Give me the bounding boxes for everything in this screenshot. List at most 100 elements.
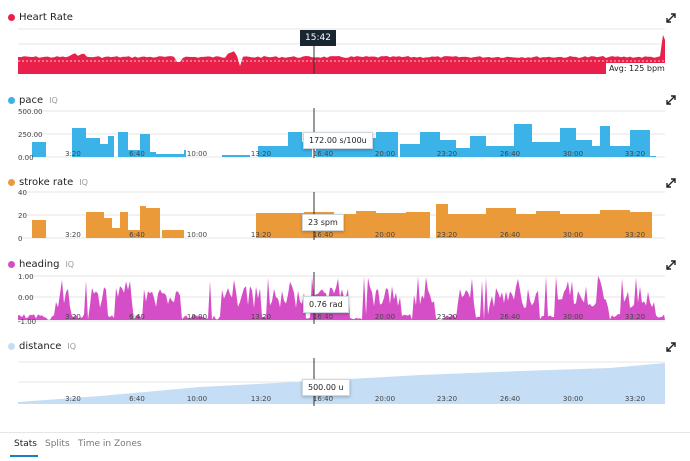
x-tick-label: 10:00 xyxy=(187,231,207,239)
pace-bar xyxy=(376,132,398,157)
expand-icon[interactable] xyxy=(666,178,676,188)
pace-legend-dot xyxy=(8,97,15,104)
stroke-rate-bar xyxy=(112,228,120,238)
x-tick-label: 20:00 xyxy=(375,150,395,158)
x-tick-label: 3:20 xyxy=(65,150,81,158)
x-tick-label: 6:40 xyxy=(129,150,145,158)
stroke-rate-bar xyxy=(436,204,448,238)
expand-icon[interactable] xyxy=(666,342,676,352)
bottom-tabs: Stats Splits Time in Zones xyxy=(0,432,690,461)
x-tick-label: 3:20 xyxy=(65,231,81,239)
stroke-rate-bar xyxy=(536,211,560,238)
y-tick-label: 0.00 xyxy=(18,294,34,302)
stroke-rate-bar xyxy=(104,218,112,238)
tab-splits[interactable]: Splits xyxy=(45,439,70,449)
stroke-rate-bar xyxy=(120,212,128,238)
pace-bar xyxy=(150,152,156,157)
x-tick-label: 26:40 xyxy=(500,150,520,158)
pace-tooltip: 172.00 s/100u xyxy=(303,132,373,149)
heart-rate-chart[interactable] xyxy=(0,0,690,88)
distance-iq-badge: IQ xyxy=(67,342,77,351)
stroke-rate-bar xyxy=(630,212,652,238)
y-tick-label: 250.00 xyxy=(18,131,43,139)
pace-bar xyxy=(600,126,610,157)
x-tick-label: 20:00 xyxy=(375,395,395,403)
stroke-rate-bar xyxy=(140,206,146,238)
y-tick-label: 40 xyxy=(18,189,27,197)
stroke-rate-bar xyxy=(162,230,184,238)
pace-bar xyxy=(440,140,456,157)
stroke-rate-panel: stroke rate IQ 40 20 0 3:20 6:40 10:00 13:20 16… xyxy=(0,170,690,254)
x-tick-label: 23:20 xyxy=(437,395,457,403)
x-tick-label: 13:20 xyxy=(251,395,271,403)
x-tick-label: 16:40 xyxy=(313,150,333,158)
stroke-rate-bar xyxy=(448,214,486,238)
heart-rate-title: Heart Rate xyxy=(8,12,73,23)
heading-title: heading IQ xyxy=(8,259,74,270)
stroke-rate-bar xyxy=(356,211,376,238)
pace-bar xyxy=(514,124,532,157)
x-tick-label: 33:20 xyxy=(625,231,645,239)
x-tick-label: 33:20 xyxy=(625,313,645,321)
x-tick-label: 16:40 xyxy=(313,313,333,321)
pace-panel: pace IQ 500.00 250.00 0.00 3:20 6:40 10:00 13:… xyxy=(0,88,690,170)
pace-bar xyxy=(560,128,576,157)
y-tick-label: 20 xyxy=(18,212,27,220)
heart-rate-area xyxy=(18,35,665,74)
pace-bar xyxy=(400,144,420,157)
pace-bar xyxy=(128,150,140,157)
y-tick-label: -1.00 xyxy=(18,318,36,326)
x-tick-label: 30:00 xyxy=(563,313,583,321)
pace-bar xyxy=(184,150,186,157)
x-tick-label: 13:20 xyxy=(251,313,271,321)
stroke-rate-bar xyxy=(560,214,600,238)
stroke-rate-bar xyxy=(146,208,160,238)
pace-label: pace xyxy=(19,95,44,106)
heading-legend-dot xyxy=(8,261,15,268)
heading-chart[interactable]: 1.00 0.00 -1.00 3:20 6:40 10:00 13:20 16:40 20:0… xyxy=(0,254,690,334)
stroke-rate-bar xyxy=(516,214,536,238)
heading-panel: heading IQ 1.00 0.00 -1.00 3:20 6:40 10:00 13:… xyxy=(0,254,690,334)
x-tick-label: 3:20 xyxy=(65,313,81,321)
expand-icon[interactable] xyxy=(666,13,676,23)
y-tick-label: 0.00 xyxy=(18,154,34,162)
pace-bar xyxy=(140,134,150,157)
pace-bar xyxy=(456,148,470,157)
distance-legend-dot xyxy=(8,343,15,350)
x-tick-label: 33:20 xyxy=(625,395,645,403)
tab-stats[interactable]: Stats xyxy=(14,439,37,449)
x-tick-label: 20:00 xyxy=(375,313,395,321)
pace-bar xyxy=(470,136,486,157)
y-tick-label: 1.00 xyxy=(18,273,34,281)
heart-rate-avg-label: Avg: 125 bpm xyxy=(606,63,668,74)
x-tick-label: 26:40 xyxy=(500,313,520,321)
x-tick-label: 30:00 xyxy=(563,395,583,403)
y-tick-label: 500.00 xyxy=(18,108,43,116)
heart-rate-panel: Heart Rate 15:42 Avg: 125 bpm xyxy=(0,0,690,88)
stroke-rate-bar xyxy=(486,208,516,238)
pace-bar xyxy=(222,155,250,157)
y-tick-label: 0 xyxy=(18,235,22,243)
pace-title: pace IQ xyxy=(8,95,58,106)
stroke-rate-bar xyxy=(406,212,430,238)
pace-bar xyxy=(576,140,592,157)
expand-icon[interactable] xyxy=(666,260,676,270)
pace-bar xyxy=(630,130,650,157)
x-tick-label: 26:40 xyxy=(500,395,520,403)
tab-time-in-zones[interactable]: Time in Zones xyxy=(78,439,142,449)
x-tick-label: 16:40 xyxy=(313,395,333,403)
stroke-rate-bar xyxy=(86,212,104,238)
x-tick-label: 6:40 xyxy=(129,231,145,239)
stroke-rate-chart[interactable]: 40 20 0 3:20 6:40 10:00 13:20 16:40 20:00 23:20 26… xyxy=(0,170,690,254)
stroke-rate-legend-dot xyxy=(8,179,15,186)
stroke-rate-label: stroke rate xyxy=(19,177,74,188)
heart-rate-legend-dot xyxy=(8,14,15,21)
x-tick-label: 23:20 xyxy=(437,313,457,321)
pace-chart[interactable]: 500.00 250.00 0.00 3:20 6:40 10:00 13:20 16:40 2… xyxy=(0,88,690,170)
x-tick-label: 6:40 xyxy=(129,395,145,403)
x-tick-label: 10:00 xyxy=(187,313,207,321)
pace-bar xyxy=(108,136,114,157)
pace-bar xyxy=(100,144,108,157)
pace-bar xyxy=(302,142,312,157)
expand-icon[interactable] xyxy=(666,95,676,105)
